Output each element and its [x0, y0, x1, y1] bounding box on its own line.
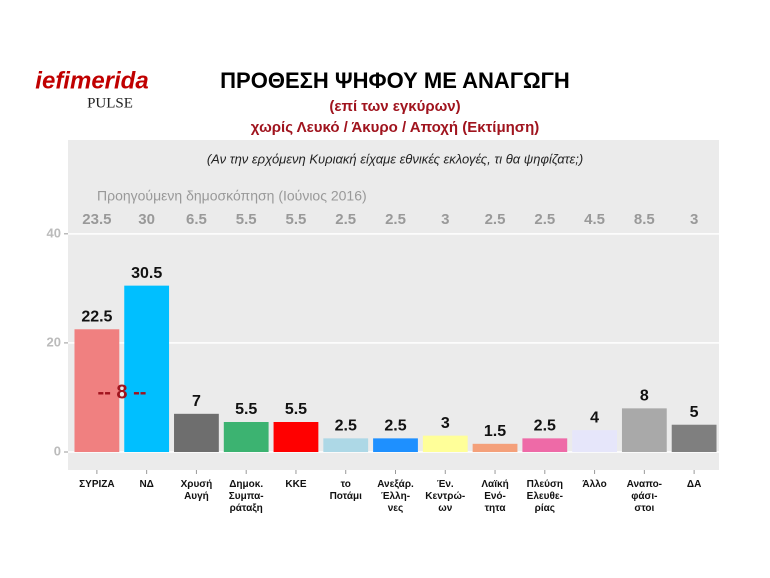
- x-tick-label-line: τητα: [485, 503, 507, 514]
- value-label: 2.5: [335, 418, 357, 435]
- bar: [74, 329, 120, 452]
- previous-value: 3: [690, 211, 698, 228]
- value-label: 2.5: [384, 418, 406, 435]
- x-tick-label-line: Έν.: [437, 479, 454, 490]
- x-tick-label-line: Συμπα-: [229, 491, 264, 502]
- bar: [174, 413, 219, 452]
- x-tick-label-line: Ποτάμι: [330, 491, 363, 502]
- x-tick-label: ΚΚΕ: [285, 479, 306, 490]
- logo-brand: iefimerida: [35, 67, 148, 94]
- value-label: 22.5: [81, 308, 112, 325]
- value-label: 5.5: [235, 401, 257, 418]
- previous-value: 4.5: [584, 211, 605, 228]
- bar: [124, 285, 170, 452]
- value-label: 5: [690, 404, 699, 421]
- x-tick-label: Χρυσή Αυγή: [181, 479, 213, 502]
- x-tick-label: Αναπο-φάσι-στοι: [627, 479, 662, 514]
- previous-value: 2.5: [485, 211, 506, 228]
- previous-value: 5.5: [286, 211, 307, 228]
- x-tick-label-line: Κεντρώ-: [425, 491, 465, 502]
- logo-partner: PULSE: [87, 95, 133, 111]
- subtitle: χωρίς Λευκό / Άκυρο / Αποχή (Εκτίμηση): [251, 119, 539, 136]
- x-tick-label-line: Ανεξάρ.: [377, 479, 414, 490]
- bar: [323, 438, 369, 452]
- bar: [223, 422, 269, 452]
- x-tick-label-line: φάσι-: [631, 491, 657, 502]
- x-tick-label: Έν. Κεντρώ-ων: [425, 479, 465, 514]
- y-tick-label: 0: [54, 443, 61, 458]
- x-tick-label-line: στοι: [634, 503, 654, 514]
- value-label: 4: [590, 409, 599, 426]
- x-tick-label: Ανεξάρ. Έλλη-νες: [377, 479, 414, 514]
- bar: [422, 435, 468, 452]
- previous-value: 5.5: [236, 211, 257, 228]
- bar: [472, 443, 518, 452]
- previous-value: 30: [138, 211, 155, 228]
- bar: [373, 438, 418, 452]
- x-tick-label: το Ποτάμι: [330, 479, 363, 502]
- x-tick-label-line: ΚΚΕ: [285, 479, 306, 490]
- previous-value: 2.5: [335, 211, 356, 228]
- previous-value: 6.5: [186, 211, 207, 228]
- x-tick-label: Δημοκ. Συμπα-ράταξη: [229, 479, 264, 514]
- x-tick-label-line: Άλλο: [582, 479, 606, 490]
- subtitle: (επί των εγκύρων): [329, 98, 460, 115]
- x-tick-label-line: Ελευθε-: [527, 491, 563, 502]
- x-tick-label-line: Χρυσή: [181, 479, 213, 490]
- value-label: 5.5: [285, 401, 307, 418]
- value-label: 30.5: [131, 265, 162, 282]
- x-tick-label-line: ράταξη: [230, 503, 263, 514]
- y-tick-label: 20: [47, 334, 61, 349]
- bar: [522, 438, 568, 452]
- x-tick-label: ΝΔ: [139, 479, 153, 490]
- x-tick-label-line: ΣΥΡΙΖΑ: [79, 479, 114, 490]
- x-tick-label-line: το: [341, 479, 351, 490]
- previous-value: 3: [441, 211, 449, 228]
- value-label: 8: [640, 388, 649, 405]
- x-tick-label-line: Δημοκ.: [229, 479, 263, 490]
- x-tick-label-line: νες: [388, 503, 404, 514]
- x-tick-label-line: ων: [438, 503, 452, 514]
- bar: [273, 422, 319, 452]
- value-label: 7: [192, 393, 201, 410]
- chart-title: ΠΡΟΘΕΣΗ ΨΗΦΟΥ ΜΕ ΑΝΑΓΩΓΗ: [220, 68, 570, 93]
- value-label: 2.5: [534, 418, 556, 435]
- value-label: 1.5: [484, 423, 506, 440]
- previous-value: 8.5: [634, 211, 655, 228]
- previous-label: Προηγούμενη δημοσκόπηση (Ιούνιος 2016): [97, 188, 367, 204]
- x-tick-label-line: Πλεύση: [527, 479, 563, 490]
- x-tick-label: Λαϊκή Ενό-τητα: [481, 479, 508, 514]
- annotation: -- 8 --: [98, 381, 147, 403]
- bar: [671, 424, 717, 452]
- x-tick-label-line: ΝΔ: [139, 479, 153, 490]
- previous-value: 2.5: [385, 211, 406, 228]
- value-label: 3: [441, 415, 450, 432]
- x-tick-label: ΣΥΡΙΖΑ: [79, 479, 114, 490]
- previous-value: 2.5: [534, 211, 555, 228]
- x-tick-label-line: Αναπο-: [627, 479, 662, 490]
- x-tick-label-line: Ενό-: [484, 491, 506, 502]
- x-tick-label-line: Αυγή: [184, 491, 209, 502]
- x-tick-label-line: ΔΑ: [687, 479, 701, 490]
- x-tick-label-line: Λαϊκή: [481, 479, 508, 490]
- x-tick-label: ΔΑ: [687, 479, 701, 490]
- x-tick-label: Άλλο: [582, 479, 606, 490]
- question: (Αν την ερχόμενη Κυριακή είχαμε εθνικές …: [207, 151, 583, 166]
- previous-value: 23.5: [82, 211, 111, 228]
- bar: [572, 430, 617, 452]
- x-tick-label-line: ρίας: [535, 503, 555, 514]
- bar: [621, 408, 667, 452]
- x-tick-label-line: Έλλη-: [381, 491, 410, 502]
- x-tick-label: Πλεύση Ελευθε-ρίας: [527, 479, 563, 514]
- y-tick-label: 40: [47, 225, 61, 240]
